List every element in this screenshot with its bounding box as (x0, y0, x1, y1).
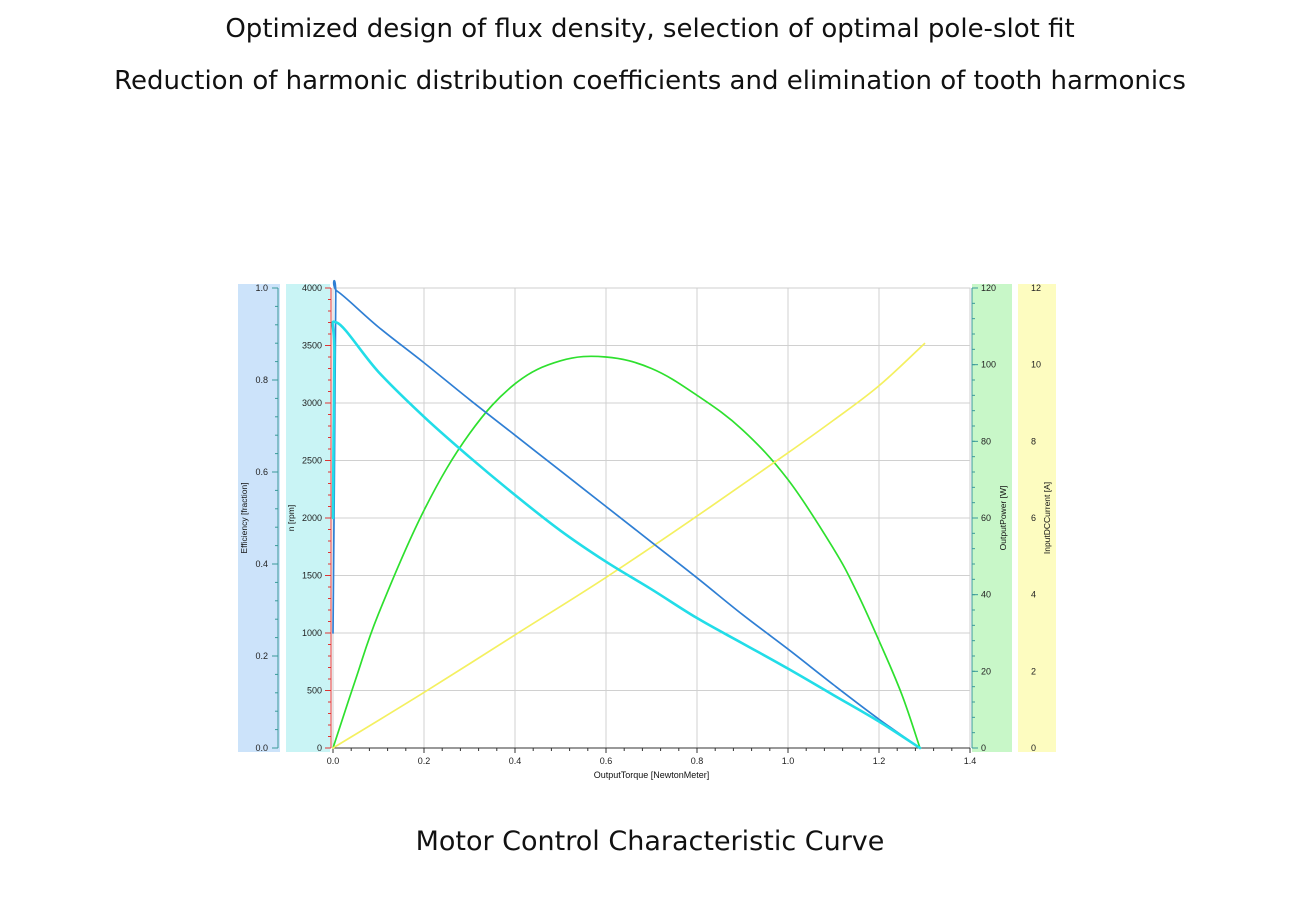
power-axis-title: OutputPower [W] (998, 486, 1008, 551)
efficiency-tick-label: 0.4 (255, 559, 268, 569)
plot-area (333, 285, 970, 748)
x-tick-label: 1.0 (782, 756, 795, 766)
current-tick-label: 6 (1031, 513, 1036, 523)
speed-axis-band (286, 284, 330, 752)
power-tick-label: 0 (981, 743, 986, 753)
subtitle-line-2: Reduction of harmonic distribution coeff… (114, 66, 1186, 96)
current-tick-label: 10 (1031, 360, 1041, 370)
efficiency-tick-label: 0.8 (255, 375, 268, 385)
power-tick-label: 120 (981, 283, 996, 293)
x-tick-label: 0.0 (327, 756, 340, 766)
x-tick-label: 0.2 (418, 756, 431, 766)
speed-tick-label: 0 (317, 743, 322, 753)
power-tick-label: 40 (981, 590, 991, 600)
power-tick-label: 60 (981, 513, 991, 523)
current-tick-label: 8 (1031, 436, 1036, 446)
efficiency-tick-label: 1.0 (255, 283, 268, 293)
x-axis-title: OutputTorque [NewtonMeter] (594, 770, 710, 780)
current-series-line-3 (332, 342, 926, 749)
current-tick-label: 12 (1031, 283, 1041, 293)
efficiency-axis-title: Efficiency [fraction] (239, 482, 249, 553)
speed-tick-label: 3500 (302, 341, 322, 351)
current-tick-label: 2 (1031, 666, 1036, 676)
current-tick-label: 4 (1031, 590, 1036, 600)
speed-tick-label: 500 (307, 686, 322, 696)
power-tick-label: 100 (981, 360, 996, 370)
speed-tick-label: 3000 (302, 398, 322, 408)
speed-series-line-0 (332, 279, 921, 749)
chart-caption: Motor Control Characteristic Curve (415, 826, 885, 857)
speed-tick-label: 1500 (302, 571, 322, 581)
x-tick-label: 1.4 (964, 756, 977, 766)
x-tick-label: 1.2 (873, 756, 886, 766)
x-tick-label: 0.4 (509, 756, 522, 766)
current-axis-band (1018, 284, 1056, 752)
speed-tick-label: 4000 (302, 283, 322, 293)
power-tick-label: 80 (981, 436, 991, 446)
current-axis-title: InputDCCurrent [A] (1042, 482, 1052, 554)
power-series-line-2 (332, 355, 921, 749)
speed-series-line-1 (331, 320, 922, 750)
efficiency-tick-label: 0.2 (255, 651, 268, 661)
efficiency-axis-band (238, 284, 280, 752)
speed-tick-label: 2000 (302, 513, 322, 523)
speed-tick-label: 1000 (302, 628, 322, 638)
power-axis-band (972, 284, 1012, 752)
speed-tick-label: 2500 (302, 456, 322, 466)
power-tick-label: 20 (981, 666, 991, 676)
subtitle-line-1: Optimized design of flux density, select… (225, 14, 1075, 44)
efficiency-tick-label: 0.0 (255, 743, 268, 753)
efficiency-tick-label: 0.6 (255, 467, 268, 477)
x-tick-label: 0.6 (600, 756, 613, 766)
current-tick-label: 0 (1031, 743, 1036, 753)
speed-axis-title: n [rpm] (286, 505, 296, 531)
x-tick-label: 0.8 (691, 756, 704, 766)
